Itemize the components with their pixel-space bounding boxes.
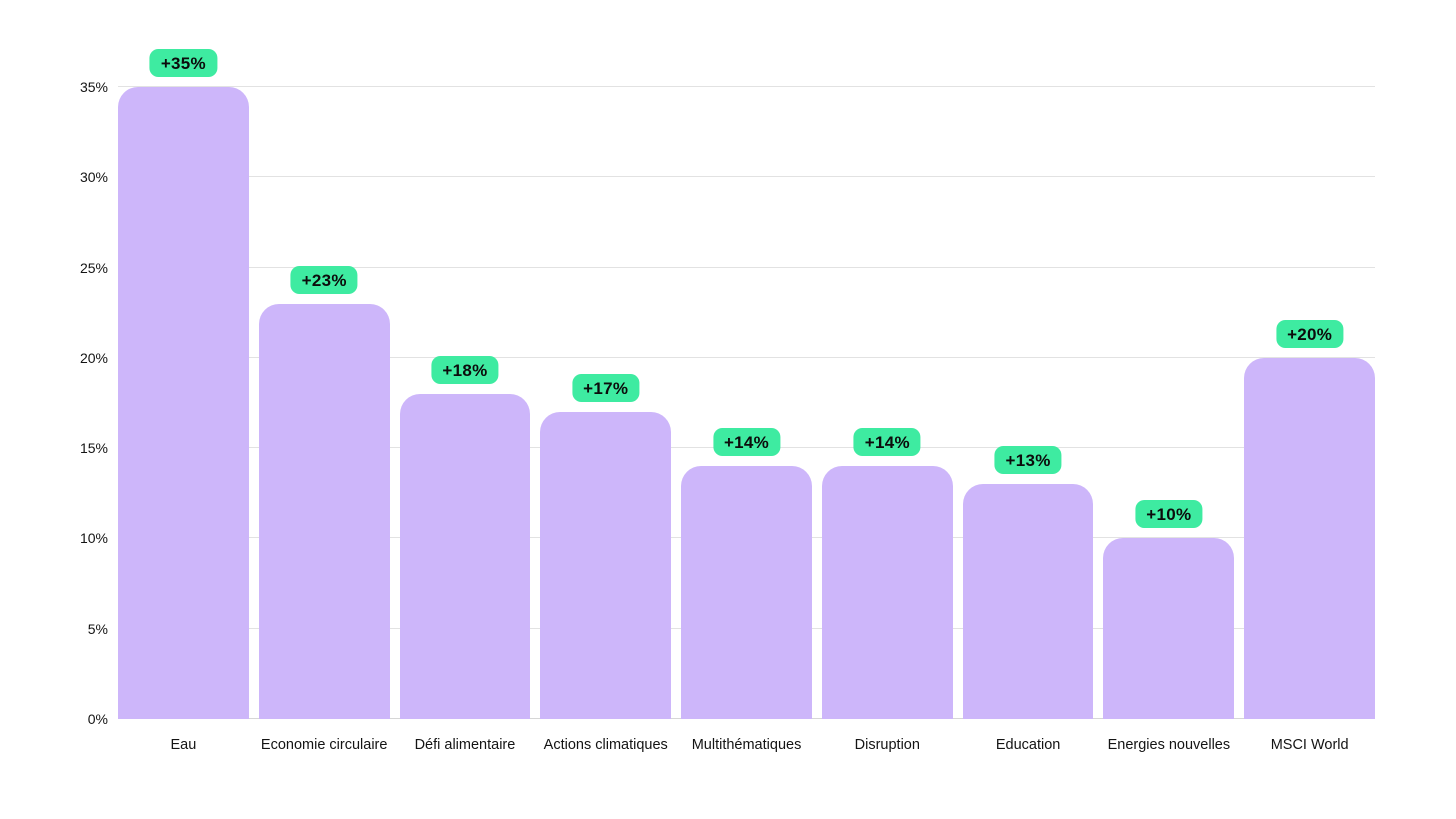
y-axis-tick-label: 35% bbox=[79, 79, 108, 95]
bar bbox=[399, 393, 531, 719]
y-axis-tick-label: 25% bbox=[79, 259, 108, 276]
bar-group: +35% Eau bbox=[118, 49, 249, 753]
y-axis-tick-label: 15% bbox=[79, 440, 108, 457]
bar bbox=[962, 484, 1094, 719]
x-axis-label: Multithématiques bbox=[691, 737, 802, 753]
bar-group: +13% Education bbox=[962, 87, 1094, 753]
value-badge: +18% bbox=[431, 355, 499, 384]
bar bbox=[1244, 357, 1376, 719]
value-badge: +35% bbox=[149, 49, 217, 77]
bar bbox=[681, 466, 812, 719]
bar-group: +18% Défi alimentaire bbox=[399, 87, 531, 753]
bar bbox=[821, 466, 953, 719]
value-badge: +14% bbox=[712, 428, 781, 457]
gridline bbox=[118, 356, 1375, 358]
x-axis-label: Education bbox=[995, 737, 1061, 753]
y-axis-tick-label: 0% bbox=[87, 711, 108, 727]
bar-group: +14% Multithématiques bbox=[681, 87, 812, 753]
x-axis-label: Disruption bbox=[854, 737, 920, 753]
value-badge: +13% bbox=[994, 446, 1062, 475]
value-badge: +23% bbox=[290, 265, 358, 294]
x-axis-label: Actions climatiques bbox=[543, 737, 668, 753]
x-axis-label: Energies nouvelles bbox=[1107, 737, 1231, 753]
gridline bbox=[118, 266, 1375, 268]
bar-group: +10% Energies nouvelles bbox=[1103, 87, 1235, 753]
y-axis-tick-label: 5% bbox=[87, 620, 108, 637]
value-badge: +14% bbox=[853, 428, 921, 457]
x-axis-label: Eau bbox=[170, 737, 197, 753]
plot-area: +35% Eau +23% Economie circulaire +18% Défi a… bbox=[118, 49, 1376, 753]
bar bbox=[540, 412, 672, 719]
value-badge: +20% bbox=[1276, 319, 1344, 348]
x-axis-label: MSCI World bbox=[1270, 737, 1349, 753]
bar bbox=[258, 303, 390, 719]
y-axis-tick-label: 20% bbox=[79, 349, 108, 366]
y-axis-tick-label: 10% bbox=[79, 530, 108, 547]
x-axis-label: Défi alimentaire bbox=[414, 737, 516, 753]
bars-row: +35% Eau +23% Economie circulaire +18% Défi a… bbox=[118, 49, 1376, 753]
bar-group: +20% MSCI World bbox=[1244, 87, 1376, 753]
gridline bbox=[118, 86, 1375, 87]
value-badge: +17% bbox=[572, 374, 640, 403]
bar bbox=[118, 87, 249, 719]
bar bbox=[1103, 538, 1235, 719]
bar-group: +17% Actions climatiques bbox=[540, 87, 672, 753]
x-axis-label: Economie circulaire bbox=[260, 737, 388, 753]
bar-group: +14% Disruption bbox=[821, 87, 953, 753]
bar-group: +23% Economie circulaire bbox=[258, 87, 390, 753]
y-axis-tick-label: 30% bbox=[79, 169, 108, 186]
gridline bbox=[118, 176, 1375, 178]
value-badge: +10% bbox=[1135, 500, 1203, 529]
